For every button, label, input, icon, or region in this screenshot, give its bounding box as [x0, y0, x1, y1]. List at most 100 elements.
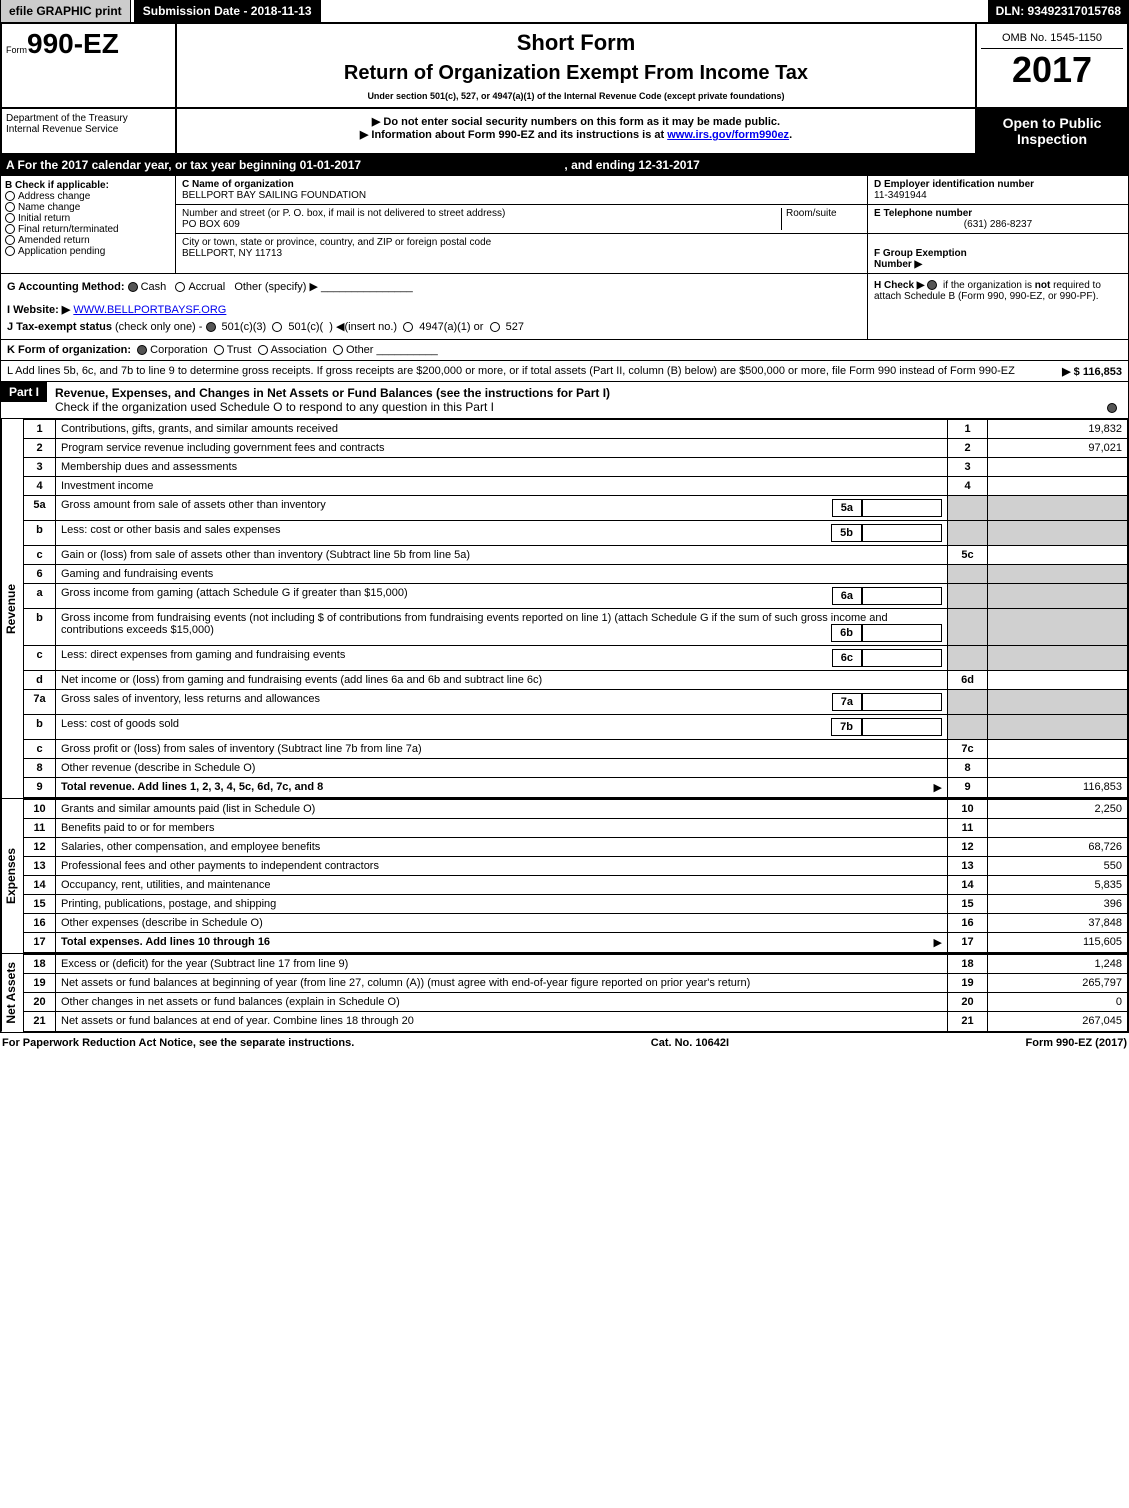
line-7a-num: 7a — [24, 690, 56, 715]
line-20-num: 20 — [24, 993, 56, 1012]
k-other[interactable]: Other — [346, 344, 374, 356]
part-1-checkbox[interactable] — [1107, 403, 1117, 413]
k-trust[interactable]: Trust — [227, 344, 252, 356]
line-13-no: 13 — [948, 857, 988, 876]
cb-final-return[interactable]: Final return/terminated — [18, 224, 119, 235]
footer-paperwork: For Paperwork Reduction Act Notice, see … — [2, 1037, 354, 1049]
section-l-text: L Add lines 5b, 6c, and 7b to line 9 to … — [7, 365, 1015, 377]
line-11-desc: Benefits paid to or for members — [56, 819, 948, 838]
line-20-desc: Other changes in net assets or fund bala… — [56, 993, 948, 1012]
submission-date-badge: Submission Date - 2018-11-13 — [134, 0, 321, 23]
line-7b-desc: Less: cost of goods sold — [61, 718, 179, 730]
line-5a-boxval — [862, 499, 942, 517]
netassets-section-label: Net Assets — [1, 954, 23, 1032]
section-a-text: A For the 2017 calendar year, or tax yea… — [6, 158, 361, 172]
cb-address-change[interactable]: Address change — [18, 191, 90, 202]
line-17-desc: Total expenses. Add lines 10 through 16 — [61, 936, 270, 948]
line-5c-desc: Gain or (loss) from sale of assets other… — [56, 546, 948, 565]
short-form-title: Short Form — [183, 30, 969, 56]
line-15-num: 15 — [24, 895, 56, 914]
line-11-val — [988, 819, 1128, 838]
line-5a-box: 5a — [832, 499, 862, 517]
org-name-label: C Name of organization — [182, 179, 861, 190]
accounting-cash[interactable]: Cash — [141, 281, 167, 293]
line-10-no: 10 — [948, 800, 988, 819]
line-21-num: 21 — [24, 1012, 56, 1031]
line-7b-box: 7b — [831, 718, 862, 736]
k-corp[interactable]: Corporation — [150, 344, 207, 356]
k-assoc[interactable]: Association — [271, 344, 327, 356]
line-18-val: 1,248 — [988, 955, 1128, 974]
instr-ssn: ▶ Do not enter social security numbers o… — [183, 115, 969, 128]
form-prefix: Form — [6, 45, 27, 55]
irs-link[interactable]: www.irs.gov/form990ez — [667, 129, 789, 141]
line-14-desc: Occupancy, rent, utilities, and maintena… — [56, 876, 948, 895]
line-3-desc: Membership dues and assessments — [56, 458, 948, 477]
efile-print-button[interactable]: efile GRAPHIC print — [0, 0, 131, 23]
form-number: 990-EZ — [27, 28, 119, 59]
line-18-no: 18 — [948, 955, 988, 974]
line-4-num: 4 — [24, 477, 56, 496]
line-5c-num: c — [24, 546, 56, 565]
line-6-desc: Gaming and fundraising events — [56, 565, 948, 584]
revenue-section-label: Revenue — [1, 419, 23, 798]
line-16-num: 16 — [24, 914, 56, 933]
form-number-cell: Form990-EZ — [2, 24, 177, 107]
org-name: BELLPORT BAY SAILING FOUNDATION — [182, 190, 861, 201]
line-5b-desc: Less: cost or other basis and sales expe… — [61, 524, 281, 536]
tax-year: 2017 — [981, 49, 1123, 91]
line-3-no: 3 — [948, 458, 988, 477]
cb-amended-return[interactable]: Amended return — [18, 235, 90, 246]
phone-label: E Telephone number — [874, 208, 1122, 219]
instr-info: ▶ Information about Form 990-EZ and its … — [360, 129, 667, 141]
line-9-num: 9 — [24, 778, 56, 798]
section-a-ending: , and ending 12-31-2017 — [564, 158, 699, 172]
group-exemption-label: F Group Exemption Number ▶ — [874, 248, 967, 270]
section-b-label: B Check if applicable: — [5, 180, 171, 191]
room-suite: Room/suite — [781, 208, 861, 230]
line-5b-boxval — [862, 524, 942, 542]
line-20-val: 0 — [988, 993, 1128, 1012]
line-18-desc: Excess or (deficit) for the year (Subtra… — [56, 955, 948, 974]
cb-initial-return[interactable]: Initial return — [18, 213, 70, 224]
line-5c-val — [988, 546, 1128, 565]
line-15-desc: Printing, publications, postage, and shi… — [56, 895, 948, 914]
line-7a-desc: Gross sales of inventory, less returns a… — [61, 693, 320, 705]
line-17-arrow: ▶ — [934, 936, 942, 949]
line-14-val: 5,835 — [988, 876, 1128, 895]
line-6d-desc: Net income or (loss) from gaming and fun… — [56, 671, 948, 690]
line-2-val: 97,021 — [988, 439, 1128, 458]
line-14-no: 14 — [948, 876, 988, 895]
section-h-label: H Check ▶ — [874, 280, 924, 291]
line-1-num: 1 — [24, 420, 56, 439]
website-link[interactable]: WWW.BELLPORTBAYSF.ORG — [73, 304, 226, 316]
accounting-other[interactable]: Other (specify) ▶ — [234, 281, 318, 293]
cb-application-pending[interactable]: Application pending — [18, 246, 105, 257]
line-7c-val — [988, 740, 1128, 759]
line-21-desc: Net assets or fund balances at end of ye… — [56, 1012, 948, 1031]
line-6b-desc: Gross income from fundraising events (no… — [61, 612, 888, 636]
line-6d-val — [988, 671, 1128, 690]
line-3-num: 3 — [24, 458, 56, 477]
line-13-val: 550 — [988, 857, 1128, 876]
line-11-num: 11 — [24, 819, 56, 838]
line-17-no: 17 — [948, 933, 988, 953]
line-13-num: 13 — [24, 857, 56, 876]
line-21-val: 267,045 — [988, 1012, 1128, 1031]
line-6a-box: 6a — [832, 587, 862, 605]
open-to-public-badge: Open to Public Inspection — [977, 109, 1127, 153]
line-7a-box: 7a — [832, 693, 862, 711]
line-5b-num: b — [24, 521, 56, 546]
part-1-title: Revenue, Expenses, and Changes in Net As… — [55, 386, 610, 400]
line-7c-num: c — [24, 740, 56, 759]
line-4-val — [988, 477, 1128, 496]
subtitle: Under section 501(c), 527, or 4947(a)(1)… — [183, 91, 969, 101]
line-1-no: 1 — [948, 420, 988, 439]
line-5a-desc: Gross amount from sale of assets other t… — [61, 499, 326, 511]
cb-name-change[interactable]: Name change — [18, 202, 80, 213]
accounting-accrual[interactable]: Accrual — [188, 281, 225, 293]
line-6a-num: a — [24, 584, 56, 609]
line-4-no: 4 — [948, 477, 988, 496]
line-1-val: 19,832 — [988, 420, 1128, 439]
line-7c-desc: Gross profit or (loss) from sales of inv… — [56, 740, 948, 759]
